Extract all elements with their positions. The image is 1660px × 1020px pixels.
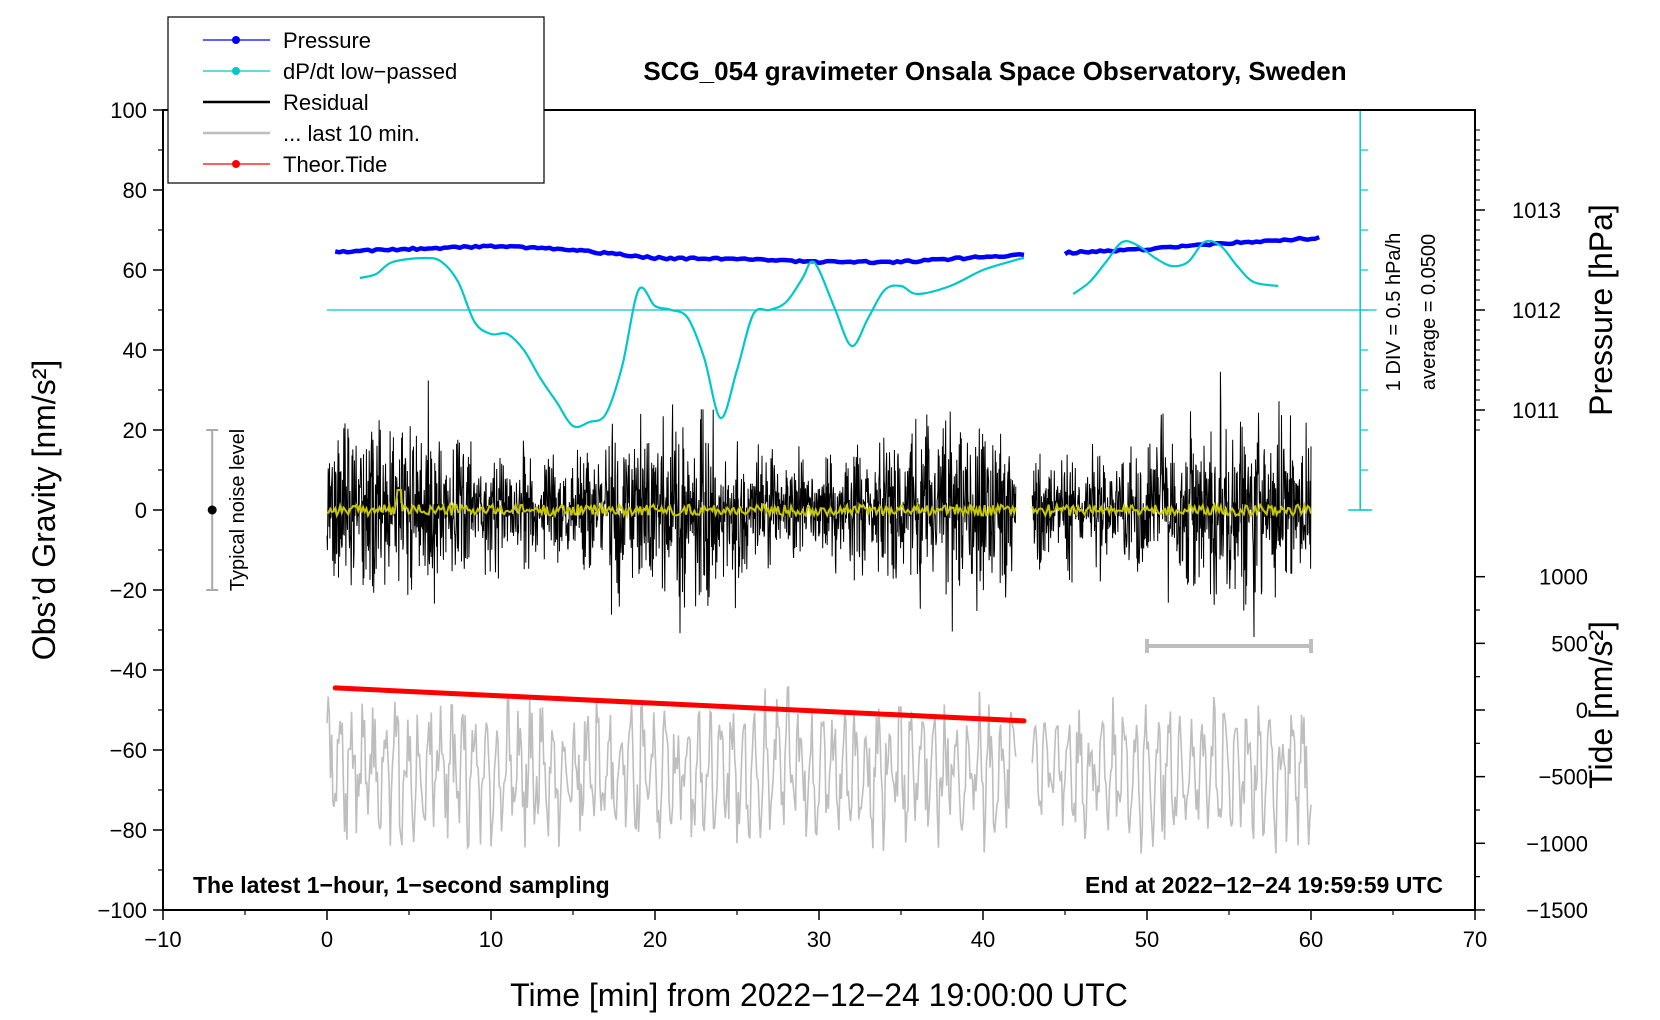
x-axis-title: Time [min] from 2022−12−24 19:00:00 UTC (510, 977, 1128, 1013)
legend: Pressure dP/dt low−passed Residual ... last… (167, 16, 545, 184)
residual-trace-2 (1031, 371, 1312, 638)
x-tick-label: 20 (643, 927, 667, 952)
y-tick-label: 80 (123, 178, 147, 203)
end-time-note: End at 2022−12−24 19:59:59 UTC (1085, 872, 1443, 898)
series-pressure (334, 235, 1321, 266)
x-tick-label: 10 (479, 927, 503, 952)
sampling-note: The latest 1−hour, 1−second sampling (193, 872, 610, 898)
pressure-axis-title: Pressure [hPa] (1583, 204, 1619, 416)
y-tick-label: 20 (123, 418, 147, 443)
y-tick-label: −100 (97, 898, 147, 923)
tide-tick-label: 0 (1576, 698, 1588, 723)
y-tick-label: 100 (110, 98, 147, 123)
dpdt-trace-2 (1072, 239, 1279, 295)
pressure-tick-label: 1011 (1512, 398, 1559, 423)
y-tick-label: −60 (110, 738, 147, 763)
last10-trace-2 (1031, 696, 1312, 854)
x-tick-label: 30 (807, 927, 831, 952)
pressure-trace-1 (334, 243, 1025, 266)
last10-trace-1 (326, 685, 1017, 853)
x-tick-label: −10 (144, 927, 181, 952)
x-tick-label: 40 (971, 927, 995, 952)
series-residual (326, 371, 1312, 638)
series-last-10-min (326, 685, 1312, 854)
noise-label: Typical noise level (227, 429, 249, 591)
legend-label: ... last 10 min. (283, 121, 420, 146)
x-tick-label: 0 (321, 927, 333, 952)
tide-tick-label: −1500 (1526, 898, 1588, 923)
y-tick-label: 40 (123, 338, 147, 363)
dpdt-scale-label: 1 DIV = 0.5 hPa/h (1383, 233, 1405, 391)
tide-tick-label: −500 (1538, 765, 1588, 790)
dpdt-trace-1 (359, 256, 1025, 429)
legend-marker (232, 36, 240, 44)
y-tick-label: −80 (110, 818, 147, 843)
x-tick-label: 60 (1299, 927, 1323, 952)
legend-label: Residual (283, 90, 369, 115)
legend-marker (232, 67, 240, 75)
annotations: Typical noise level 1 DIV = 0.5 hPa/h aver… (206, 233, 1440, 653)
tide-axis-title: Tide [nm/s²] (1583, 621, 1619, 789)
legend-label: Pressure (283, 28, 371, 53)
legend-label: dP/dt low−passed (283, 59, 457, 84)
y-tick-label: 60 (123, 258, 147, 283)
tide-tick-label: 1000 (1539, 565, 1588, 590)
legend-label: Theor.Tide (283, 152, 387, 177)
series-theoretical-tide (332, 685, 1027, 724)
tide-trace-1 (332, 685, 1027, 724)
x-tick-label: 70 (1463, 927, 1487, 952)
chart-title: SCG_054 gravimeter Onsala Space Observat… (643, 56, 1346, 86)
residual-smoothed-2 (1031, 501, 1312, 519)
y-tick-label: −20 (110, 578, 147, 603)
x-tick-label: 50 (1135, 927, 1159, 952)
residual-trace-1 (326, 380, 1017, 634)
pressure-tick-label: 1013 (1512, 198, 1561, 223)
series-dpdt (359, 239, 1279, 429)
legend-box (167, 16, 545, 184)
tide-tick-label: 500 (1551, 631, 1588, 656)
y-axis-title: Obs’d Gravity [nm/s²] (26, 360, 62, 661)
legend-marker (232, 160, 240, 168)
pressure-trace-2 (1063, 235, 1321, 257)
dpdt-reference (327, 109, 1377, 511)
y-tick-label: 0 (135, 498, 147, 523)
pressure-tick-label: 1012 (1512, 298, 1561, 323)
axes: −10 0 10 20 30 40 50 60 70100806040200−20−40−60−… (97, 98, 1588, 952)
tide-tick-label: −1000 (1526, 831, 1588, 856)
noise-center-dot (207, 505, 217, 515)
y-tick-label: −40 (110, 658, 147, 683)
residual-smoothed-1 (326, 489, 1017, 520)
dpdt-average-label: average = 0.0500 (1418, 234, 1440, 390)
